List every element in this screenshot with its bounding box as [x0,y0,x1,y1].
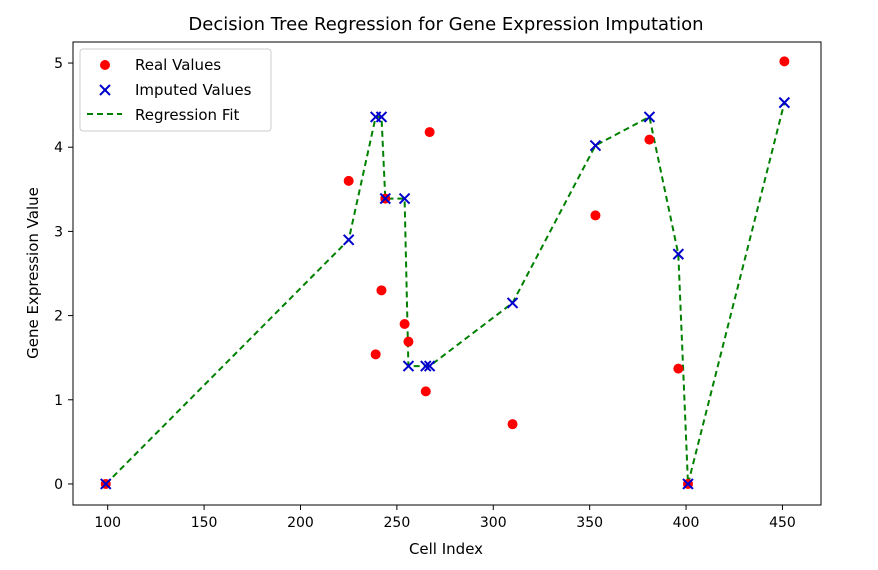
imputed-value-point [589,139,602,152]
real-value-point [343,175,354,186]
real-value-point [424,127,435,138]
legend-real-label: Real Values [135,56,221,74]
real-value-point [420,386,431,397]
imputed-value-point [398,192,411,205]
legend-imputed-label: Imputed Values [135,81,252,99]
y-tick-label: 1 [54,393,63,409]
x-tick-label: 100 [94,515,121,531]
y-tick-label: 3 [54,224,63,240]
imputed-value-point [342,234,355,246]
imputed-value-point [375,111,388,123]
imputed-value-point [778,96,791,109]
y-axis-title: Gene Expression Value [24,187,42,359]
legend-real-marker [100,60,110,70]
chart-title: Decision Tree Regression for Gene Expres… [188,14,703,35]
real-value-point [673,363,684,374]
y-axis: 0 1 2 3 4 5 [54,56,73,493]
real-value-point [376,285,387,296]
imputed-value-point [423,360,436,372]
imputed-value-point [672,248,685,260]
real-value-point [370,349,381,360]
x-tick-label: 400 [673,515,700,531]
imputed-value-point [100,478,112,490]
imputed-value-point [682,478,694,490]
legend: Real Values Imputed Values Regression Fi… [79,48,272,132]
legend-fit-label: Regression Fit [135,106,240,124]
real-value-point [590,210,601,221]
real-value-point [779,56,790,67]
y-tick-label: 4 [54,140,63,156]
imputed-value-point [643,111,656,123]
imputed-value-point [420,360,432,372]
x-tick-label: 150 [191,515,218,531]
x-tick-label: 200 [287,515,314,531]
legend-box [79,48,272,132]
real-value-point [507,419,518,430]
x-tick-label: 350 [576,515,603,531]
plot-marks [100,56,791,490]
x-axis: 100 150 200 250 300 350 400 450 [94,505,796,531]
x-tick-label: 300 [480,515,507,531]
imputed-value-point [506,297,519,309]
real-value-point [644,134,655,145]
imputed-value-point [402,360,415,372]
x-tick-label: 250 [384,515,411,531]
legend-imputed-marker [99,84,111,96]
real-value-point [403,336,414,347]
x-axis-title: Cell Index [409,540,483,558]
x-tick-label: 450 [769,515,796,531]
y-tick-label: 2 [54,309,63,325]
imputed-value-point [379,192,392,205]
y-tick-label: 5 [54,56,63,72]
real-value-point [399,319,410,330]
y-tick-label: 0 [54,477,63,493]
